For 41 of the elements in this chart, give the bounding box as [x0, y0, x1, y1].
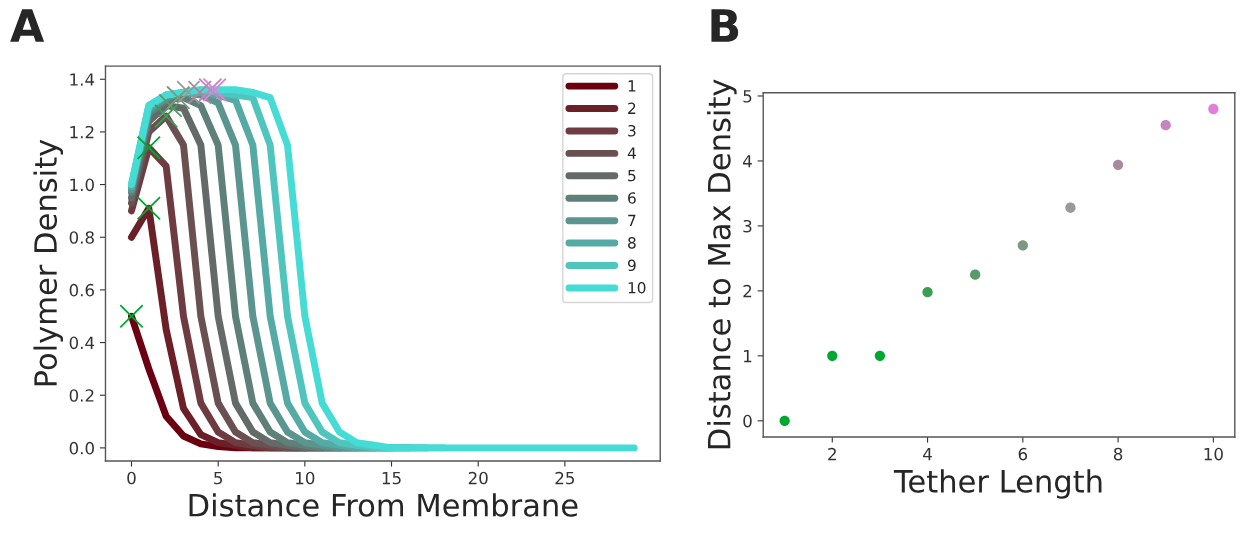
legend-label: 4	[627, 147, 636, 159]
x-tick-label: 0	[127, 471, 136, 485]
y-axis-title: Polymer Density	[33, 139, 64, 386]
legend-label: 7	[628, 214, 636, 226]
x-axis-title: Distance From Membrane	[189, 493, 578, 517]
legend-label: 5	[628, 170, 636, 182]
y-tick-label: 0.0	[69, 441, 94, 455]
y-tick-label: 2	[743, 284, 752, 298]
y-tick-label: 4	[743, 155, 752, 168]
text: B	[711, 9, 739, 42]
x-tick-label: 5	[214, 471, 223, 485]
x-tick-label: 2	[828, 447, 836, 461]
x-axis-title: Tether Length	[893, 469, 1102, 499]
x-tick-label: 15	[382, 471, 401, 485]
y-tick-label: 0.4	[69, 336, 95, 350]
y-tick-label: 1.2	[70, 125, 94, 139]
x-tick-label: 10	[296, 471, 315, 485]
text: A	[10, 9, 45, 42]
y-axis-title: Distance to Max Density	[707, 79, 737, 449]
x-tick-label: 8	[1113, 447, 1123, 461]
y-tick-label: 0.6	[69, 283, 95, 297]
y-tick-label: 1.4	[70, 73, 95, 86]
legend-label: 2	[628, 102, 636, 114]
y-tick-label: 0	[743, 414, 752, 428]
legend-label: 10	[628, 281, 646, 294]
y-tick-label: 3	[743, 219, 752, 233]
x-tick-label: 4	[923, 447, 932, 461]
legend-label: 6	[628, 192, 636, 204]
y-tick-label: 1	[744, 350, 752, 363]
y-tick-label: 0.2	[69, 389, 94, 402]
y-tick-label: 5	[743, 90, 752, 103]
x-tick-label: 6	[1018, 447, 1028, 461]
legend-label: 1	[628, 80, 636, 92]
y-tick-label: 0.8	[69, 231, 94, 244]
legend-label: 8	[628, 237, 636, 249]
x-tick-label: 10	[1204, 447, 1223, 461]
y-tick-label: 1.0	[70, 178, 94, 192]
legend-label: 3	[628, 124, 636, 137]
x-tick-label: 20	[468, 471, 488, 485]
legend-label: 9	[627, 259, 636, 272]
x-tick-label: 25	[555, 471, 575, 485]
